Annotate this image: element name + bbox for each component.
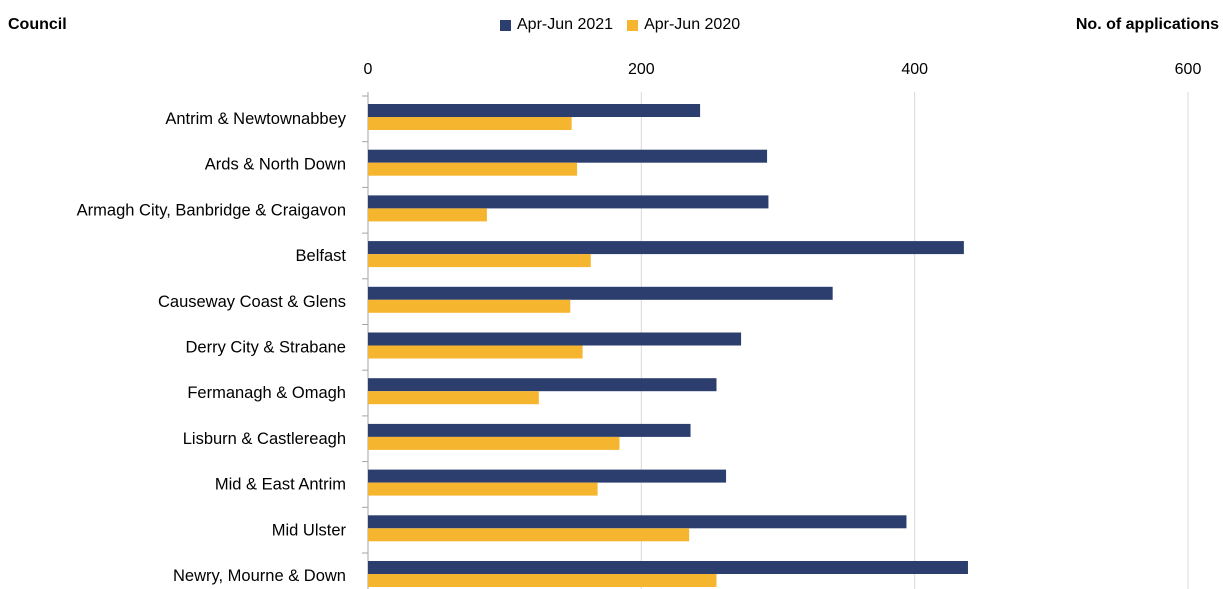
bar <box>368 241 964 255</box>
bar <box>368 254 591 268</box>
bar <box>368 423 691 437</box>
category-label: Derry City & Strabane <box>186 339 346 357</box>
category-label: Mid & East Antrim <box>215 476 346 494</box>
legend-swatch-2020 <box>627 19 639 31</box>
bar <box>368 469 727 483</box>
category-label: Ards & North Down <box>205 156 346 174</box>
category-label: Fermanagh & Omagh <box>187 384 346 402</box>
bar <box>368 528 690 542</box>
bar <box>368 574 717 587</box>
category-label: Belfast <box>296 247 347 265</box>
legend: Apr-Jun 2021 Apr-Jun 2020 <box>500 16 740 34</box>
x-tick-label: 600 <box>1175 61 1202 78</box>
category-label: Causeway Coast & Glens <box>158 293 346 311</box>
category-label: Newry, Mourne & Down <box>173 567 346 585</box>
category-label: Mid Ulster <box>272 521 347 539</box>
bar <box>368 482 598 496</box>
bars <box>368 104 968 587</box>
bar <box>368 332 742 346</box>
category-label: Antrim & Newtownabbey <box>165 110 346 128</box>
category-labels: Antrim & Newtownabbey Ards & North Down Ar… <box>77 110 347 585</box>
legend-label-2020: Apr-Jun 2020 <box>644 16 741 33</box>
legend-item-2021: Apr-Jun 2021 <box>500 16 613 34</box>
bar <box>368 117 572 130</box>
bar <box>368 345 583 359</box>
x-tick-label: 0 <box>364 61 373 78</box>
bar <box>368 195 769 209</box>
bar <box>368 299 571 313</box>
bar <box>368 378 717 392</box>
bar <box>368 286 833 300</box>
y-axis-title: Council <box>8 16 67 33</box>
legend-label-2021: Apr-Jun 2021 <box>517 16 614 33</box>
bar <box>368 162 578 176</box>
x-tick-label: 200 <box>628 61 655 78</box>
legend-swatch-2021 <box>500 19 511 31</box>
x-tick-label: 400 <box>901 61 928 78</box>
legend-item-2020: Apr-Jun 2020 <box>627 16 740 34</box>
category-label: Armagh City, Banbridge & Craigavon <box>77 201 346 219</box>
bar <box>368 149 768 163</box>
x-axis-title: No. of applications <box>1075 16 1219 33</box>
bar <box>368 515 907 529</box>
bar <box>368 391 539 405</box>
x-tick-labels: 0 200 400 600 <box>364 61 1202 78</box>
category-label: Lisburn & Castlereagh <box>183 430 346 448</box>
bar <box>368 561 968 574</box>
bar <box>368 436 620 450</box>
bar <box>368 104 701 117</box>
bar <box>368 208 487 222</box>
